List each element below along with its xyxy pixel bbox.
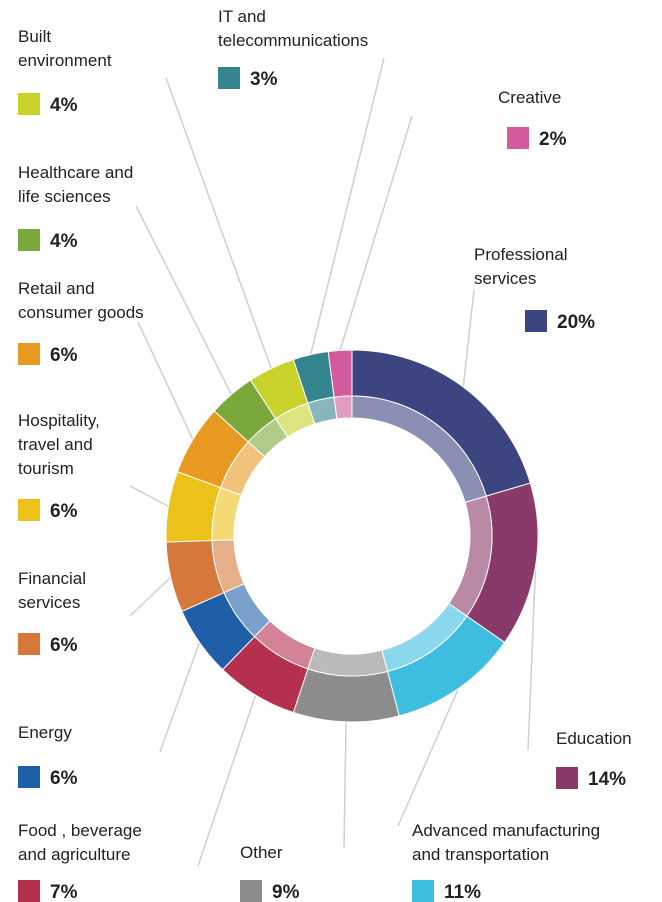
category-label: Financial services: [18, 569, 86, 612]
leader-line: [129, 576, 172, 617]
category-label: Built environment: [18, 27, 112, 70]
leader-line: [159, 642, 201, 753]
category-label: Creative: [498, 88, 561, 107]
value-label: 9%: [272, 882, 300, 902]
value-label: 4%: [50, 95, 78, 116]
value-label: 4%: [50, 231, 78, 252]
leader-line: [339, 115, 413, 351]
leader-line: [527, 565, 537, 751]
legend-swatch: [556, 767, 578, 789]
value-label: 6%: [50, 345, 78, 366]
legend-swatch: [18, 343, 40, 365]
category-label: Energy: [18, 723, 72, 742]
legend-swatch: [507, 127, 529, 149]
value-label: 20%: [557, 312, 595, 333]
legend-swatch: [18, 766, 40, 788]
category-label: Education: [556, 729, 632, 748]
category-label: Other: [240, 843, 283, 862]
legend-swatch: [240, 880, 262, 902]
segment: [351, 349, 531, 497]
legend-swatch: [18, 880, 40, 902]
leader-line: [135, 205, 233, 395]
leader-line: [397, 688, 460, 827]
leader-line: [343, 721, 347, 849]
legend-swatch: [18, 93, 40, 115]
category-label: Hospitality, travel and tourism: [18, 411, 100, 478]
value-label: 14%: [588, 769, 626, 790]
category-label: Food , beverage and agriculture: [18, 821, 142, 864]
legend-swatch: [18, 499, 40, 521]
leader-line: [462, 289, 475, 388]
leader-line: [165, 77, 273, 369]
legend-swatch: [525, 310, 547, 332]
category-label: Advanced manufacturing and transportation: [412, 821, 600, 864]
legend-swatch: [18, 633, 40, 655]
legend-swatch: [18, 229, 40, 251]
leader-line: [197, 694, 257, 867]
category-label: IT and telecommunications: [218, 7, 368, 50]
legend-swatch: [218, 67, 240, 89]
value-label: 6%: [50, 501, 78, 522]
segment-inner: [333, 395, 353, 420]
segment-inner: [307, 647, 389, 677]
category-label: Healthcare and life sciences: [18, 163, 133, 206]
value-label: 2%: [539, 129, 567, 150]
category-label: Retail and consumer goods: [18, 279, 144, 322]
category-label: Professional services: [474, 245, 568, 288]
value-label: 3%: [250, 69, 278, 90]
value-label: 11%: [444, 882, 481, 902]
value-label: 6%: [50, 635, 78, 656]
leader-line: [137, 321, 194, 440]
value-label: 6%: [50, 768, 78, 789]
legend-swatch: [412, 880, 434, 902]
leader-line: [309, 57, 385, 355]
value-label: 7%: [50, 882, 78, 902]
segment: [292, 668, 400, 723]
leader-line: [129, 485, 169, 507]
